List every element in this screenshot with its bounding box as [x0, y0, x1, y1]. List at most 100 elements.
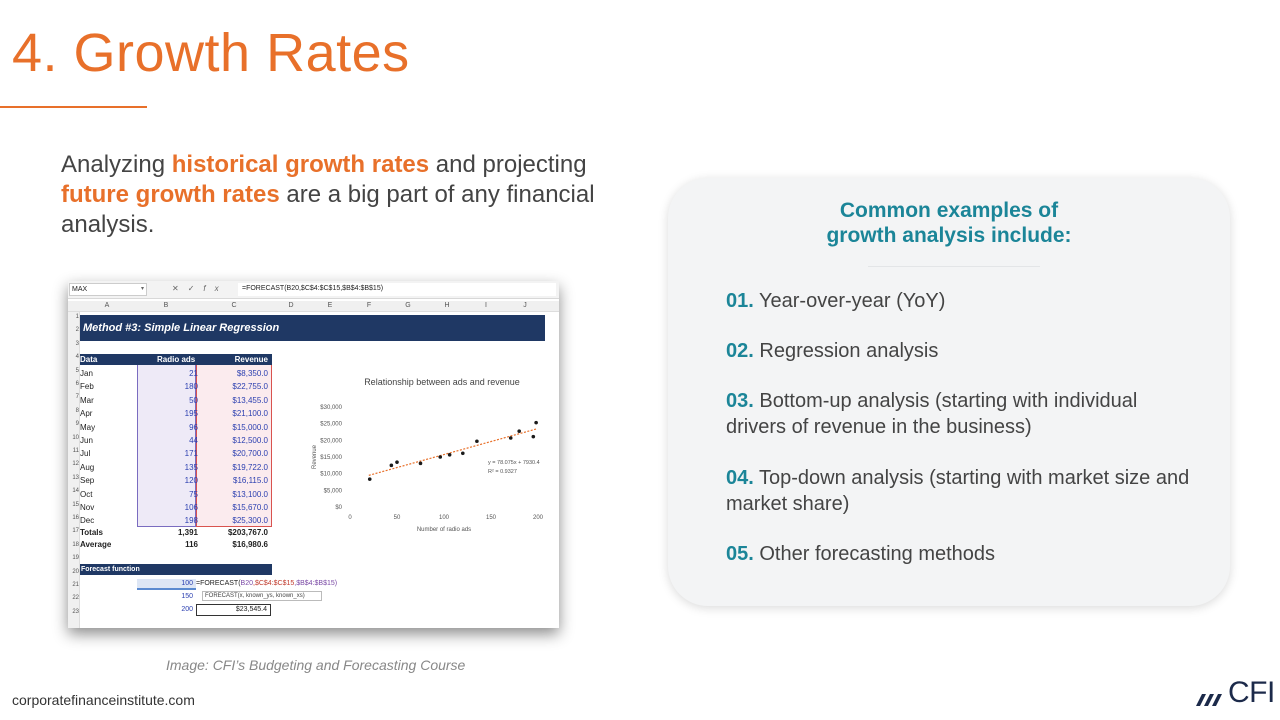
row-header[interactable]: 9 — [75, 421, 79, 428]
row-header[interactable]: 3 — [75, 340, 79, 347]
y-tick-label: $25,000 — [320, 422, 342, 428]
column-header[interactable]: G — [405, 302, 411, 309]
column-header[interactable]: I — [485, 302, 487, 309]
formula-input[interactable]: =FORECAST(B20,$C$4:$C$15,$B$4:$B$15) — [238, 283, 556, 296]
table-row: Sep 120 $16,115.0 — [80, 476, 268, 486]
data-point — [531, 434, 536, 439]
row-header[interactable]: 16 — [72, 515, 79, 521]
x-tick-label: 200 — [533, 515, 544, 521]
y-tick-label: $20,000 — [320, 438, 342, 444]
row-header[interactable]: 11 — [72, 448, 79, 454]
column-headers: A B C D E F G H I J — [68, 301, 559, 312]
x-tick-label: 100 — [439, 515, 450, 521]
card-title: Common examples of growth analysis inclu… — [826, 199, 1072, 247]
header-revenue: Revenue — [234, 355, 268, 364]
x-axis-label: Number of radio ads — [417, 527, 471, 533]
row-header[interactable]: 1 — [75, 314, 79, 320]
table-row: Oct 75 $13,100.0 — [80, 489, 268, 499]
x-tick-label: 50 — [394, 515, 401, 521]
card-divider — [868, 266, 1040, 267]
cfi-logo-icon — [1196, 694, 1222, 706]
list-item: 01. Year-over-year (YoY) — [726, 290, 946, 312]
header-data: Data — [80, 355, 98, 364]
examples-card: Common examples of growth analysis inclu… — [668, 178, 1230, 606]
row-header[interactable]: 18 — [72, 541, 79, 548]
row-header[interactable]: 10 — [72, 434, 79, 441]
data-point — [367, 477, 372, 481]
forecast-result-cell[interactable]: $23,545.4 — [196, 604, 271, 616]
name-box[interactable]: MAX ▾ — [69, 283, 147, 296]
table-row: Jul 171 $20,700.0 — [80, 449, 268, 459]
y-tick-label: $15,000 — [320, 455, 342, 461]
table-row: Dec 198 $25,300.0 — [80, 516, 268, 526]
data-point — [475, 439, 479, 444]
footer-url[interactable]: corporatefinanceinstitute.com — [12, 692, 195, 708]
list-item: 05. Other forecasting methods — [726, 543, 996, 565]
cancel-icon[interactable]: ✕ — [172, 284, 188, 293]
formula-bar-area: MAX ▾ ✕✓fx =FORECAST(B20,$C$4:$C$15,$B$4:… — [68, 281, 559, 299]
function-tooltip: FORECAST(x, known_ys, known_xs) — [202, 591, 322, 601]
scatter-chart: Relationship between ads and revenue $0 $5… — [312, 377, 544, 533]
row-header[interactable]: 13 — [72, 474, 79, 481]
column-header[interactable]: C — [231, 302, 237, 309]
table-row: Jun 44 $12,500.0 — [80, 436, 268, 445]
revenue-range-highlight — [196, 365, 272, 527]
column-header[interactable]: J — [523, 302, 527, 309]
column-header[interactable]: E — [327, 302, 333, 309]
y-tick-label: $0 — [335, 505, 342, 511]
row-header[interactable]: 21 — [72, 582, 79, 588]
column-header[interactable]: D — [288, 302, 294, 309]
y-tick-label: $30,000 — [320, 405, 342, 411]
table-row: Apr 195 $21,100.0 — [80, 409, 268, 419]
row-header[interactable]: 8 — [75, 407, 79, 414]
sheet-banner: Method #3: Simple Linear Regression — [80, 315, 545, 341]
row-header[interactable]: 14 — [72, 488, 79, 495]
chevron-down-icon[interactable]: ▾ — [140, 286, 144, 292]
x-tick-label: 0 — [348, 515, 352, 521]
row-header[interactable]: 23 — [72, 608, 79, 615]
row-header[interactable]: 12 — [72, 461, 79, 468]
row-header[interactable]: 22 — [72, 595, 79, 602]
column-header[interactable]: H — [444, 302, 450, 309]
slide-title: 4. Growth Rates — [12, 23, 410, 83]
y-axis-label: Revenue — [312, 444, 318, 469]
data-point — [438, 455, 443, 459]
intro-text: Analyzing historical growth rates and pr… — [61, 151, 595, 238]
row-header[interactable]: 15 — [72, 501, 79, 508]
y-tick-label: $10,000 — [320, 472, 342, 478]
row-header[interactable]: 5 — [75, 367, 79, 374]
row-header[interactable]: 4 — [75, 354, 79, 361]
forecast-input-row[interactable]: 100 — [181, 580, 193, 587]
data-point — [517, 429, 521, 433]
function-icon[interactable]: fx — [203, 284, 228, 293]
forecast-formula-cell[interactable]: =FORECAST(B20,$C$4:$C$15,$B$4:$B$15) — [196, 578, 351, 590]
column-header[interactable]: A — [104, 302, 110, 309]
row-header[interactable]: 20 — [72, 568, 79, 575]
forecast-input-row[interactable]: 200 — [181, 606, 193, 613]
check-icon[interactable]: ✓ — [187, 284, 204, 293]
table-row: May 96 $15,000.0 — [80, 422, 268, 432]
formula-bar-icons: ✕✓fx — [172, 284, 228, 293]
list-item: 04. Top-down analysis (starting with mar… — [726, 467, 1190, 515]
column-header[interactable]: B — [163, 302, 169, 309]
row-header[interactable]: 19 — [72, 555, 79, 562]
table-header: Data Radio ads Revenue — [80, 354, 272, 365]
title-underline — [0, 106, 147, 108]
data-point — [389, 463, 394, 468]
row-header[interactable]: 2 — [75, 327, 79, 334]
row-header[interactable]: 7 — [75, 394, 79, 401]
cfi-logo-text: CFI — [1228, 676, 1275, 709]
data-point — [395, 460, 399, 464]
data-point — [461, 451, 465, 456]
selected-input-cell[interactable] — [137, 579, 196, 590]
table-row: Mar 50 $13,455.0 — [80, 395, 268, 405]
future-highlight: future growth rates — [61, 181, 280, 208]
data-point — [418, 461, 423, 466]
y-tick-label: $5,000 — [324, 488, 343, 494]
row-header[interactable]: 6 — [75, 381, 79, 387]
row-header[interactable]: 17 — [72, 528, 79, 535]
historical-highlight: historical growth rates — [171, 151, 430, 178]
forecast-input-row[interactable]: 150 — [181, 593, 193, 600]
column-header[interactable]: F — [366, 302, 372, 309]
header-radio-ads: Radio ads — [157, 355, 196, 364]
